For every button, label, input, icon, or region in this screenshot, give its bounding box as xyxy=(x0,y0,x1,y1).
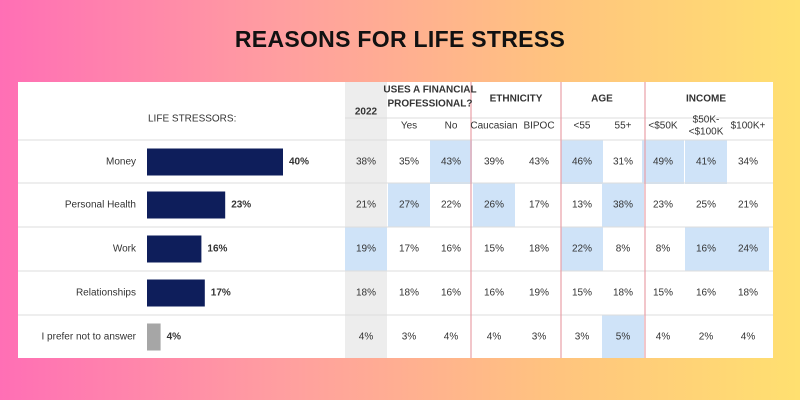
table-cell-age-55-plus: 8% xyxy=(616,244,631,255)
column-header-income-under-50k: <$50K xyxy=(648,121,678,132)
column-header-ethnicity-caucasian: Caucasian xyxy=(470,121,517,132)
row-label: Personal Health xyxy=(65,200,136,211)
table-cell-ethnicity-bipoc: 17% xyxy=(529,200,549,211)
table-cell-age-under-55: 13% xyxy=(572,200,592,211)
table-cell-income-under-50k: 4% xyxy=(656,332,671,343)
table-cell-income-under-50k: 15% xyxy=(653,288,673,299)
table-cell-ethnicity-caucasian: 4% xyxy=(487,332,502,343)
table-cell-age-under-55: 3% xyxy=(575,332,590,343)
table-cell-year-2022: 38% xyxy=(356,157,376,168)
table-cell-income-50k-100k: 41% xyxy=(696,157,716,168)
bar xyxy=(147,323,161,351)
highlight-cell-1-6 xyxy=(602,183,644,227)
column-header-income-50k-100k: $50K- xyxy=(693,115,720,126)
table-cell-uses-fp-yes: 3% xyxy=(402,332,417,343)
table-cell-income-under-50k: 23% xyxy=(653,200,673,211)
table-cell-ethnicity-caucasian: 15% xyxy=(484,244,504,255)
table-cell-uses-fp-no: 16% xyxy=(441,244,461,255)
table-cell-age-55-plus: 31% xyxy=(613,157,633,168)
year-column-bg xyxy=(345,82,387,358)
column-header-ethnicity-bipoc: BIPOC xyxy=(523,121,554,132)
table-cell-uses-fp-yes: 35% xyxy=(399,157,419,168)
highlight-cell-4-6 xyxy=(602,315,644,358)
highlight-cell-2-0 xyxy=(345,227,387,271)
chart-panel: LIFE STRESSORS: 2022 USES A FINANCIAL PROFE… xyxy=(18,82,773,358)
table-cell-uses-fp-yes: 18% xyxy=(399,288,419,299)
table-cell-income-100k-plus: 24% xyxy=(738,244,758,255)
highlight-cell-0-8 xyxy=(685,140,727,184)
bar xyxy=(147,191,226,219)
table-cell-uses-fp-no: 43% xyxy=(441,157,461,168)
table-cell-income-50k-100k: 16% xyxy=(696,244,716,255)
table-cell-income-100k-plus: 18% xyxy=(738,288,758,299)
highlight-cell-0-2 xyxy=(430,140,472,184)
table-cell-ethnicity-caucasian: 39% xyxy=(484,157,504,168)
column-header-income-50k-100k: <$100K xyxy=(689,127,724,138)
table-cell-uses-fp-no: 22% xyxy=(441,200,461,211)
table-cell-ethnicity-bipoc: 3% xyxy=(532,332,547,343)
table-cell-income-50k-100k: 25% xyxy=(696,200,716,211)
bar-value-label: 40% xyxy=(289,157,309,168)
column-header-uses-fp-no: No xyxy=(445,121,458,132)
group-header-income: INCOME xyxy=(686,94,726,105)
bar xyxy=(147,279,205,307)
table-cell-year-2022: 21% xyxy=(356,200,376,211)
highlight-cell-2-9 xyxy=(727,227,769,271)
highlight-cell-1-1 xyxy=(388,183,430,227)
chart-title: REASONS FOR LIFE STRESS xyxy=(234,26,566,52)
table-cell-age-55-plus: 18% xyxy=(613,288,633,299)
table-cell-age-under-55: 22% xyxy=(572,244,592,255)
group-header-financial-line2: PROFESSIONAL? xyxy=(387,99,472,110)
highlight-cell-0-7 xyxy=(642,140,684,184)
table-cell-ethnicity-bipoc: 19% xyxy=(529,288,549,299)
table-cell-income-100k-plus: 21% xyxy=(738,200,758,211)
row-label: Money xyxy=(106,157,136,168)
table-cell-age-55-plus: 38% xyxy=(613,200,633,211)
table-cell-year-2022: 4% xyxy=(359,332,374,343)
table-cell-age-55-plus: 5% xyxy=(616,332,631,343)
group-header-ethnicity: ETHNICITY xyxy=(490,94,543,105)
bar-value-label: 23% xyxy=(231,200,251,211)
group-header-age: AGE xyxy=(591,94,613,105)
stress-chart: LIFE STRESSORS: 2022 USES A FINANCIAL PROFE… xyxy=(18,82,773,358)
bar-value-label: 4% xyxy=(167,332,182,343)
table-cell-uses-fp-no: 16% xyxy=(441,288,461,299)
group-header-financial-line1: USES A FINANCIAL xyxy=(383,85,476,96)
table-cell-year-2022: 19% xyxy=(356,244,376,255)
table-cell-age-under-55: 46% xyxy=(572,157,592,168)
table-cell-uses-fp-yes: 17% xyxy=(399,244,419,255)
table-cell-year-2022: 18% xyxy=(356,288,376,299)
table-cell-income-100k-plus: 34% xyxy=(738,157,758,168)
column-header-income-100k-plus: $100K+ xyxy=(731,121,766,132)
table-cell-uses-fp-no: 4% xyxy=(444,332,459,343)
table-cell-income-under-50k: 49% xyxy=(653,157,673,168)
row-label: I prefer not to answer xyxy=(42,332,137,343)
row-label: Work xyxy=(113,244,137,255)
bar-value-label: 16% xyxy=(207,244,227,255)
column-header-uses-fp-yes: Yes xyxy=(401,121,417,132)
table-cell-uses-fp-yes: 27% xyxy=(399,200,419,211)
bar-value-label: 17% xyxy=(211,288,231,299)
table-cell-age-under-55: 15% xyxy=(572,288,592,299)
row-label: Relationships xyxy=(76,288,136,299)
table-cell-income-50k-100k: 2% xyxy=(699,332,714,343)
bar xyxy=(147,235,202,263)
table-cell-ethnicity-bipoc: 18% xyxy=(529,244,549,255)
table-cell-ethnicity-caucasian: 16% xyxy=(484,288,504,299)
group-header-2022: 2022 xyxy=(355,107,378,118)
bar xyxy=(147,148,283,176)
column-header-age-under-55: <55 xyxy=(574,121,591,132)
table-cell-ethnicity-caucasian: 26% xyxy=(484,200,504,211)
table-cell-income-under-50k: 8% xyxy=(656,244,671,255)
table-cell-income-100k-plus: 4% xyxy=(741,332,756,343)
highlight-cell-2-8 xyxy=(685,227,727,271)
column-header-age-55-plus: 55+ xyxy=(615,121,632,132)
table-cell-income-50k-100k: 16% xyxy=(696,288,716,299)
highlight-cell-2-5 xyxy=(561,227,603,271)
highlight-cell-1-3 xyxy=(473,183,515,227)
highlight-cell-0-5 xyxy=(561,140,603,184)
table-cell-ethnicity-bipoc: 43% xyxy=(529,157,549,168)
row-header: LIFE STRESSORS: xyxy=(148,114,236,125)
